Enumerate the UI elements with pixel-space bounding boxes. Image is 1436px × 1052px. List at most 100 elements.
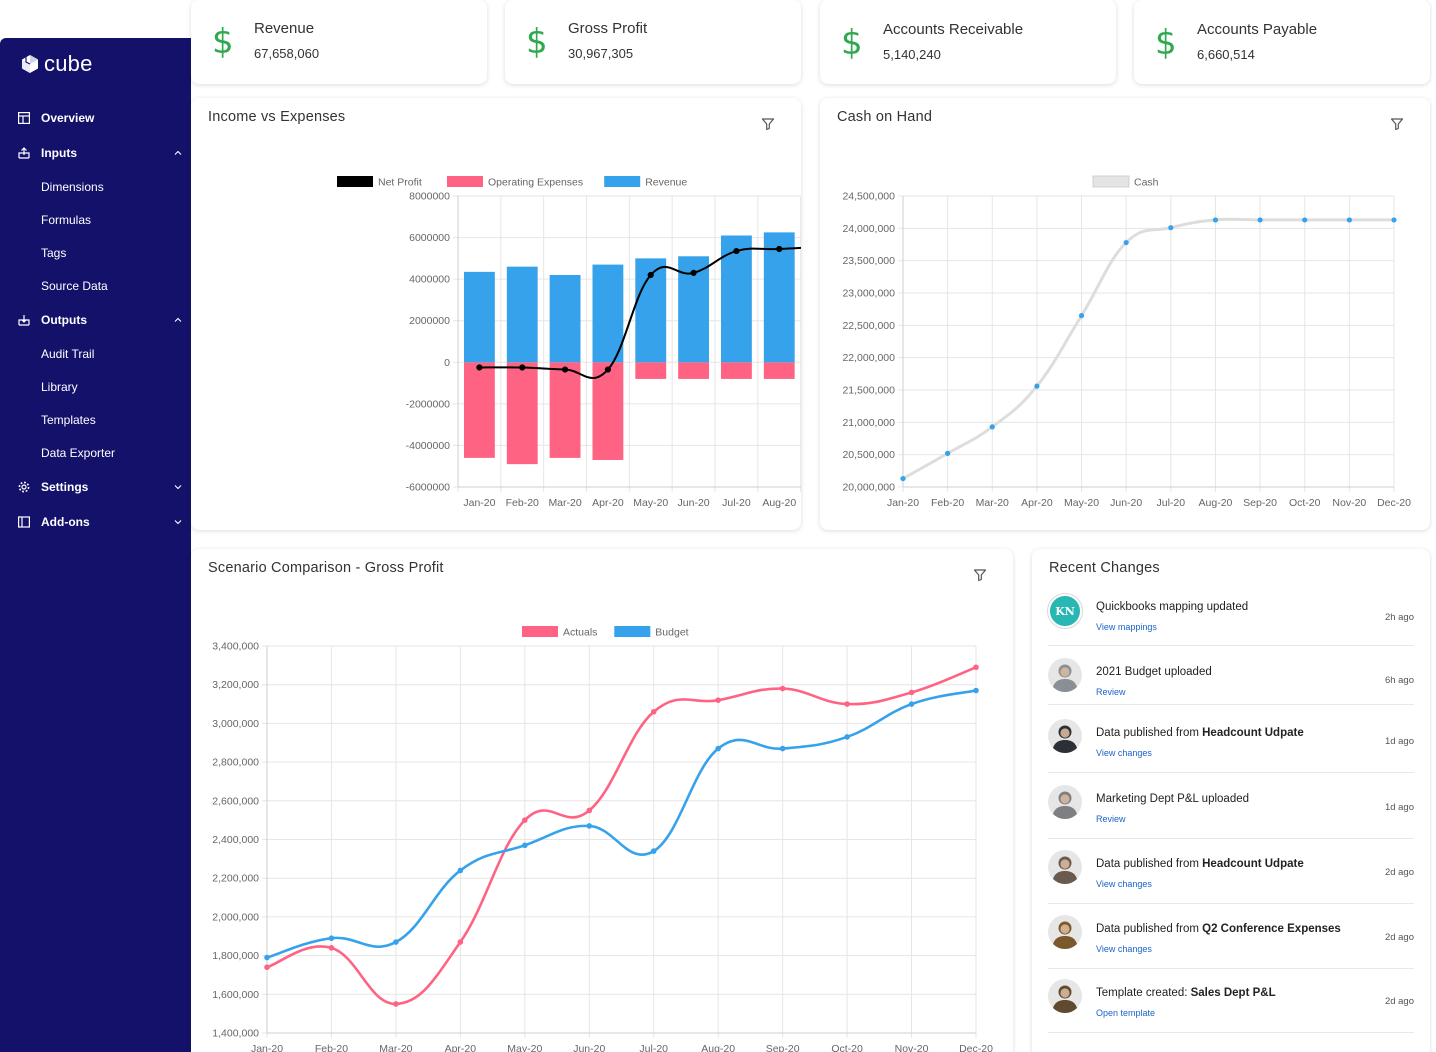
recent-change-link[interactable]: View changes <box>1096 748 1152 758</box>
data-point <box>973 664 979 671</box>
data-point <box>519 364 526 371</box>
data-point <box>1212 217 1219 223</box>
panel-title: Recent Changes <box>1049 560 1160 576</box>
recent-change-item: Data published from Headcount Udpate View… <box>1048 710 1414 773</box>
bar <box>549 274 581 363</box>
x-tick-label: Feb-20 <box>315 1043 348 1052</box>
data-point <box>264 964 270 971</box>
filter-icon[interactable] <box>761 117 775 131</box>
chevron-down-icon[interactable] <box>173 516 183 526</box>
data-point <box>908 701 915 707</box>
panel-title: Cash on Hand <box>837 109 933 125</box>
bar <box>592 264 624 363</box>
sidebar-item-outputs[interactable]: Outputs <box>0 302 191 337</box>
recent-change-link[interactable]: View changes <box>1096 879 1152 889</box>
data-point <box>973 687 979 694</box>
x-tick-label: Aug-20 <box>701 1043 735 1052</box>
filter-icon[interactable] <box>973 568 987 582</box>
cash-on-hand-chart: 24,500,000 24,000,000 23,500,000 23,000,000… <box>842 175 1411 509</box>
recent-change-title: Data published from Headcount Udpate <box>1096 858 1304 870</box>
kpi-card-gross-profit[interactable]: $ Gross Profit 30,967,305 <box>505 0 801 84</box>
sidebar-item-audit-trail[interactable]: Audit Trail <box>0 337 191 370</box>
recent-change-time: 2d ago <box>1384 996 1414 1007</box>
legend-label: Net Profit <box>378 177 422 189</box>
recent-change-title: Data published from Headcount Udpate <box>1096 727 1304 739</box>
sidebar-item-library[interactable]: Library <box>0 370 191 403</box>
sidebar-item-label: Settings <box>41 479 89 494</box>
x-tick-label: Jul-20 <box>639 1043 668 1052</box>
recent-change-item: KN Quickbooks mapping updated View mapping… <box>1048 591 1414 646</box>
x-tick-label: Jul-20 <box>1157 497 1186 509</box>
recent-change-title: Data published from Q2 Conference Expens… <box>1096 923 1341 935</box>
data-point <box>715 745 721 752</box>
bar <box>463 271 495 363</box>
recent-change-link[interactable]: Review <box>1096 814 1126 824</box>
recent-change-link[interactable]: Review <box>1096 687 1126 697</box>
data-point <box>561 366 569 373</box>
series-line <box>902 217 1394 480</box>
scenario-comparison-chart: 3,400,000 3,200,000 3,000,000 2,800,000 2,60… <box>212 626 993 1052</box>
sidebar-item-inputs[interactable]: Inputs <box>0 135 191 170</box>
recent-change-subject: Headcount Udpate <box>1202 727 1304 739</box>
y-tick-label: 20,000,000 <box>842 482 895 494</box>
legend-swatch <box>447 176 483 187</box>
y-tick-label: 21,500,000 <box>842 385 895 397</box>
x-tick-label: Mar-20 <box>379 1043 412 1052</box>
series-line <box>266 689 977 959</box>
y-tick-label: 23,500,000 <box>842 255 895 267</box>
recent-change-subject: Q2 Conference Expenses <box>1202 923 1341 935</box>
recent-change-link[interactable]: Open template <box>1096 1008 1156 1018</box>
avatar-initials: KN <box>1055 604 1075 618</box>
x-tick-label: Mar-20 <box>548 497 581 509</box>
kpi-card-accounts-payable[interactable]: $ Accounts Payable 6,660,514 <box>1134 0 1430 84</box>
data-point <box>1034 383 1040 389</box>
data-point <box>776 245 783 253</box>
chevron-up-icon[interactable] <box>173 314 183 324</box>
sidebar-item-overview[interactable]: Overview <box>0 100 191 135</box>
chevron-up-icon[interactable] <box>173 147 183 157</box>
kpi-card-revenue[interactable]: $ Revenue 67,658,060 <box>191 0 487 84</box>
sidebar-item-label: Outputs <box>41 312 87 327</box>
kpi-card-accounts-receivable[interactable]: $ Accounts Receivable 5,140,240 <box>820 0 1116 84</box>
legend-swatch <box>614 626 651 637</box>
data-point <box>733 247 740 255</box>
recent-change-link[interactable]: View changes <box>1096 944 1152 954</box>
sidebar-item-formulas[interactable]: Formulas <box>0 203 191 236</box>
recent-changes-panel: Recent Changes KN Quickbooks mapping upda… <box>1032 549 1430 1052</box>
kpi-value: 30,967,305 <box>568 46 634 61</box>
legend-swatch <box>522 626 558 637</box>
filter-icon[interactable] <box>1390 117 1404 131</box>
data-point <box>476 364 483 371</box>
bar <box>506 266 538 363</box>
sidebar-item-add-ons[interactable]: Add-ons <box>0 504 191 539</box>
x-tick-label: Apr-20 <box>592 497 624 509</box>
sidebar-item-settings[interactable]: Settings <box>0 469 191 504</box>
sidebar-item-label: Overview <box>41 110 95 125</box>
sidebar-item-label: Library <box>41 379 78 394</box>
avatar: KN <box>1048 594 1082 628</box>
dollar-icon: $ <box>841 23 863 63</box>
recent-change-text: Data published from <box>1096 923 1203 935</box>
kpi-label: Revenue <box>254 20 315 37</box>
chevron-down-icon[interactable] <box>173 481 183 491</box>
recent-change-time: 2d ago <box>1384 932 1414 943</box>
x-tick-label: May-20 <box>507 1043 542 1052</box>
y-tick-label: 22,500,000 <box>842 320 895 332</box>
sidebar-item-source-data[interactable]: Source Data <box>0 269 191 302</box>
recent-change-link[interactable]: View mappings <box>1096 622 1157 632</box>
logo[interactable]: cube <box>20 51 93 77</box>
sidebar-item-dimensions[interactable]: Dimensions <box>0 170 191 203</box>
avatar <box>1048 785 1082 819</box>
avatar <box>1048 979 1082 1013</box>
y-tick-label: 4000000 <box>409 274 450 286</box>
sidebar-item-tags[interactable]: Tags <box>0 236 191 269</box>
sidebar-item-data-exporter[interactable]: Data Exporter <box>0 436 191 469</box>
x-tick-label: Nov-20 <box>1332 497 1366 509</box>
x-tick-label: Nov-20 <box>895 1043 929 1052</box>
income-vs-expenses-chart: 8000000 6000000 4000000 2000000 0 -2000000 -40… <box>337 176 801 509</box>
data-point <box>393 1001 399 1007</box>
cash-on-hand-panel: Cash on Hand 24,500,000 24,000,000 23,500,… <box>820 98 1430 530</box>
bar <box>506 362 538 465</box>
recent-change-item: Template created: Sales Dept P&L Open tem… <box>1048 970 1414 1033</box>
sidebar-item-templates[interactable]: Templates <box>0 403 191 436</box>
